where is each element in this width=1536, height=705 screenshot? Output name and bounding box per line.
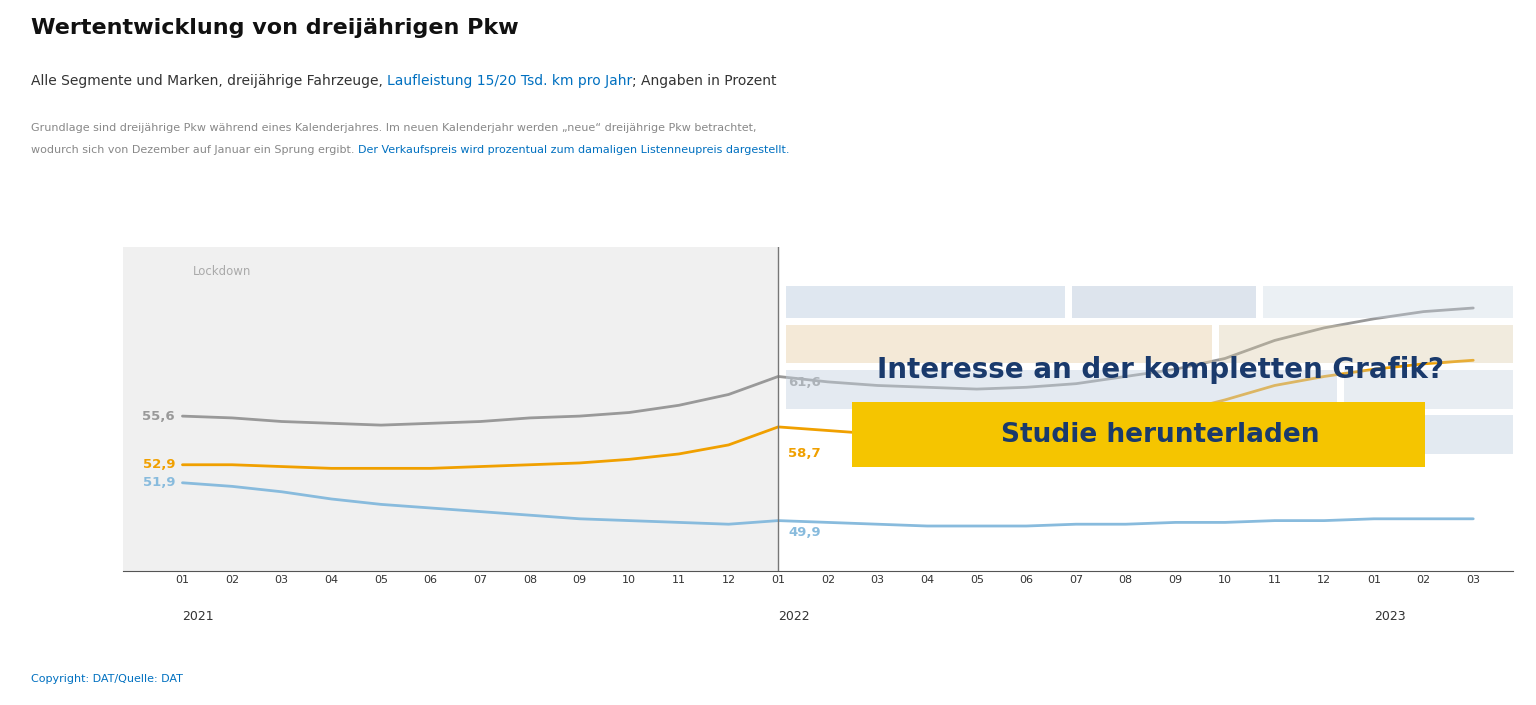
Bar: [851, 403, 1425, 467]
Text: 55,6: 55,6: [143, 410, 175, 422]
Bar: [925, 415, 1043, 454]
Bar: [785, 286, 1064, 318]
Text: 52,9: 52,9: [143, 458, 175, 471]
Text: Copyright: DAT/Quelle: DAT: Copyright: DAT/Quelle: DAT: [31, 674, 183, 684]
Bar: [779, 247, 1513, 571]
Text: 2022: 2022: [779, 610, 809, 623]
Text: Laufleistung 15/20 Tsd. km pro Jahr: Laufleistung 15/20 Tsd. km pro Jahr: [387, 74, 633, 88]
Bar: [1344, 370, 1513, 409]
Bar: [1072, 286, 1256, 318]
Text: 49,9: 49,9: [788, 526, 820, 539]
Text: 61,6: 61,6: [788, 376, 820, 389]
Text: 2021: 2021: [183, 610, 214, 623]
Text: Interesse an der kompletten Grafik?: Interesse an der kompletten Grafik?: [877, 356, 1444, 384]
Bar: [785, 370, 1336, 409]
Bar: [1263, 286, 1513, 318]
Bar: [1220, 324, 1513, 364]
Text: Der Verkaufspreis wird prozentual zum damaligen Listenneupreis dargestellt.: Der Verkaufspreis wird prozentual zum da…: [358, 145, 790, 154]
Bar: [1344, 415, 1513, 454]
Text: 2023: 2023: [1373, 610, 1405, 623]
Text: 58,7: 58,7: [788, 447, 820, 460]
Text: Alle Segmente und Marken, dreijährige Fahrzeuge,: Alle Segmente und Marken, dreijährige Fa…: [31, 74, 387, 88]
Text: Wertentwicklung von dreijährigen Pkw: Wertentwicklung von dreijährigen Pkw: [31, 18, 518, 37]
Text: ; Angaben in Prozent: ; Angaben in Prozent: [633, 74, 777, 88]
Text: wodurch sich von Dezember auf Januar ein Sprung ergibt.: wodurch sich von Dezember auf Januar ein…: [31, 145, 358, 154]
Bar: [785, 324, 1212, 364]
Text: Grundlage sind dreijährige Pkw während eines Kalenderjahres. Im neuen Kalenderja: Grundlage sind dreijährige Pkw während e…: [31, 123, 756, 133]
Text: Studie herunterladen: Studie herunterladen: [1001, 422, 1319, 448]
Text: 51,9: 51,9: [143, 477, 175, 489]
Text: Lockdown: Lockdown: [192, 265, 250, 278]
